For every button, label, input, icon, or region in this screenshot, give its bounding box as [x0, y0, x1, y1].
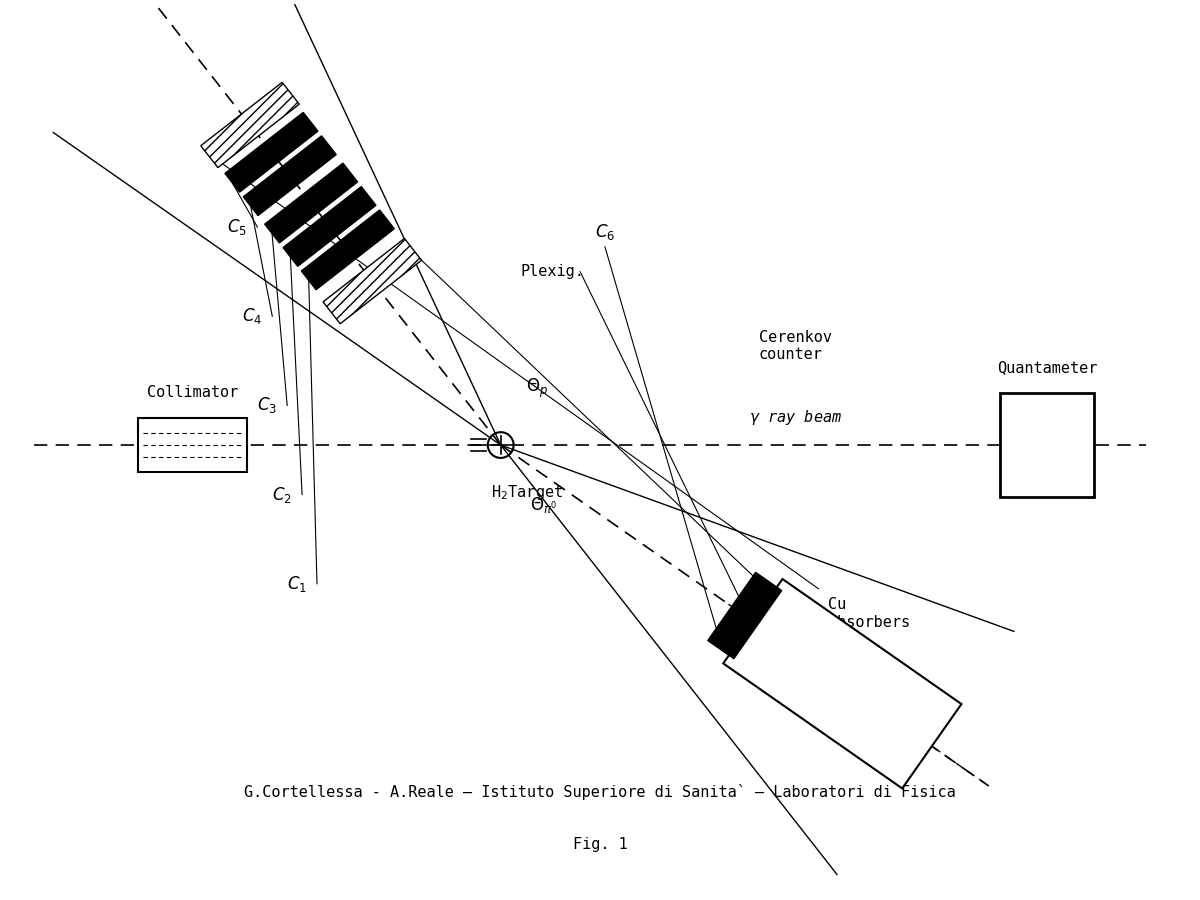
- Bar: [138, 418, 247, 472]
- Polygon shape: [200, 82, 299, 167]
- Text: $\gamma$ ray beam: $\gamma$ ray beam: [749, 409, 842, 428]
- Polygon shape: [224, 112, 318, 192]
- Text: $C_2$: $C_2$: [272, 484, 292, 505]
- Text: $C_3$: $C_3$: [257, 395, 277, 416]
- Polygon shape: [265, 163, 358, 243]
- Text: H$_2$Target: H$_2$Target: [491, 482, 563, 501]
- Text: $\Theta_{\pi^0}$: $\Theta_{\pi^0}$: [530, 495, 558, 515]
- Polygon shape: [283, 186, 376, 266]
- Text: $C_1$: $C_1$: [287, 574, 307, 594]
- Polygon shape: [708, 572, 781, 659]
- Text: Cu
absorbers: Cu absorbers: [828, 598, 911, 630]
- Text: G.Cortellessa - A.Reale – Istituto Superiore di Sanita` – Laboratori di Fisica: G.Cortellessa - A.Reale – Istituto Super…: [244, 784, 956, 800]
- Bar: [1000, 393, 1094, 497]
- Polygon shape: [244, 136, 336, 216]
- Text: Collimator: Collimator: [148, 385, 239, 400]
- Text: Quantameter: Quantameter: [997, 360, 1097, 375]
- Polygon shape: [724, 579, 961, 788]
- Polygon shape: [323, 238, 421, 324]
- Text: $\Theta_p$: $\Theta_p$: [526, 377, 547, 400]
- Text: $C_6$: $C_6$: [595, 222, 616, 242]
- Text: Plexig.: Plexig.: [521, 265, 584, 279]
- Text: Cerenkov
counter: Cerenkov counter: [758, 329, 832, 362]
- Text: $C_5$: $C_5$: [228, 217, 247, 237]
- Polygon shape: [301, 210, 395, 290]
- Text: $C_4$: $C_4$: [242, 306, 263, 327]
- Text: Fig. 1: Fig. 1: [572, 837, 628, 851]
